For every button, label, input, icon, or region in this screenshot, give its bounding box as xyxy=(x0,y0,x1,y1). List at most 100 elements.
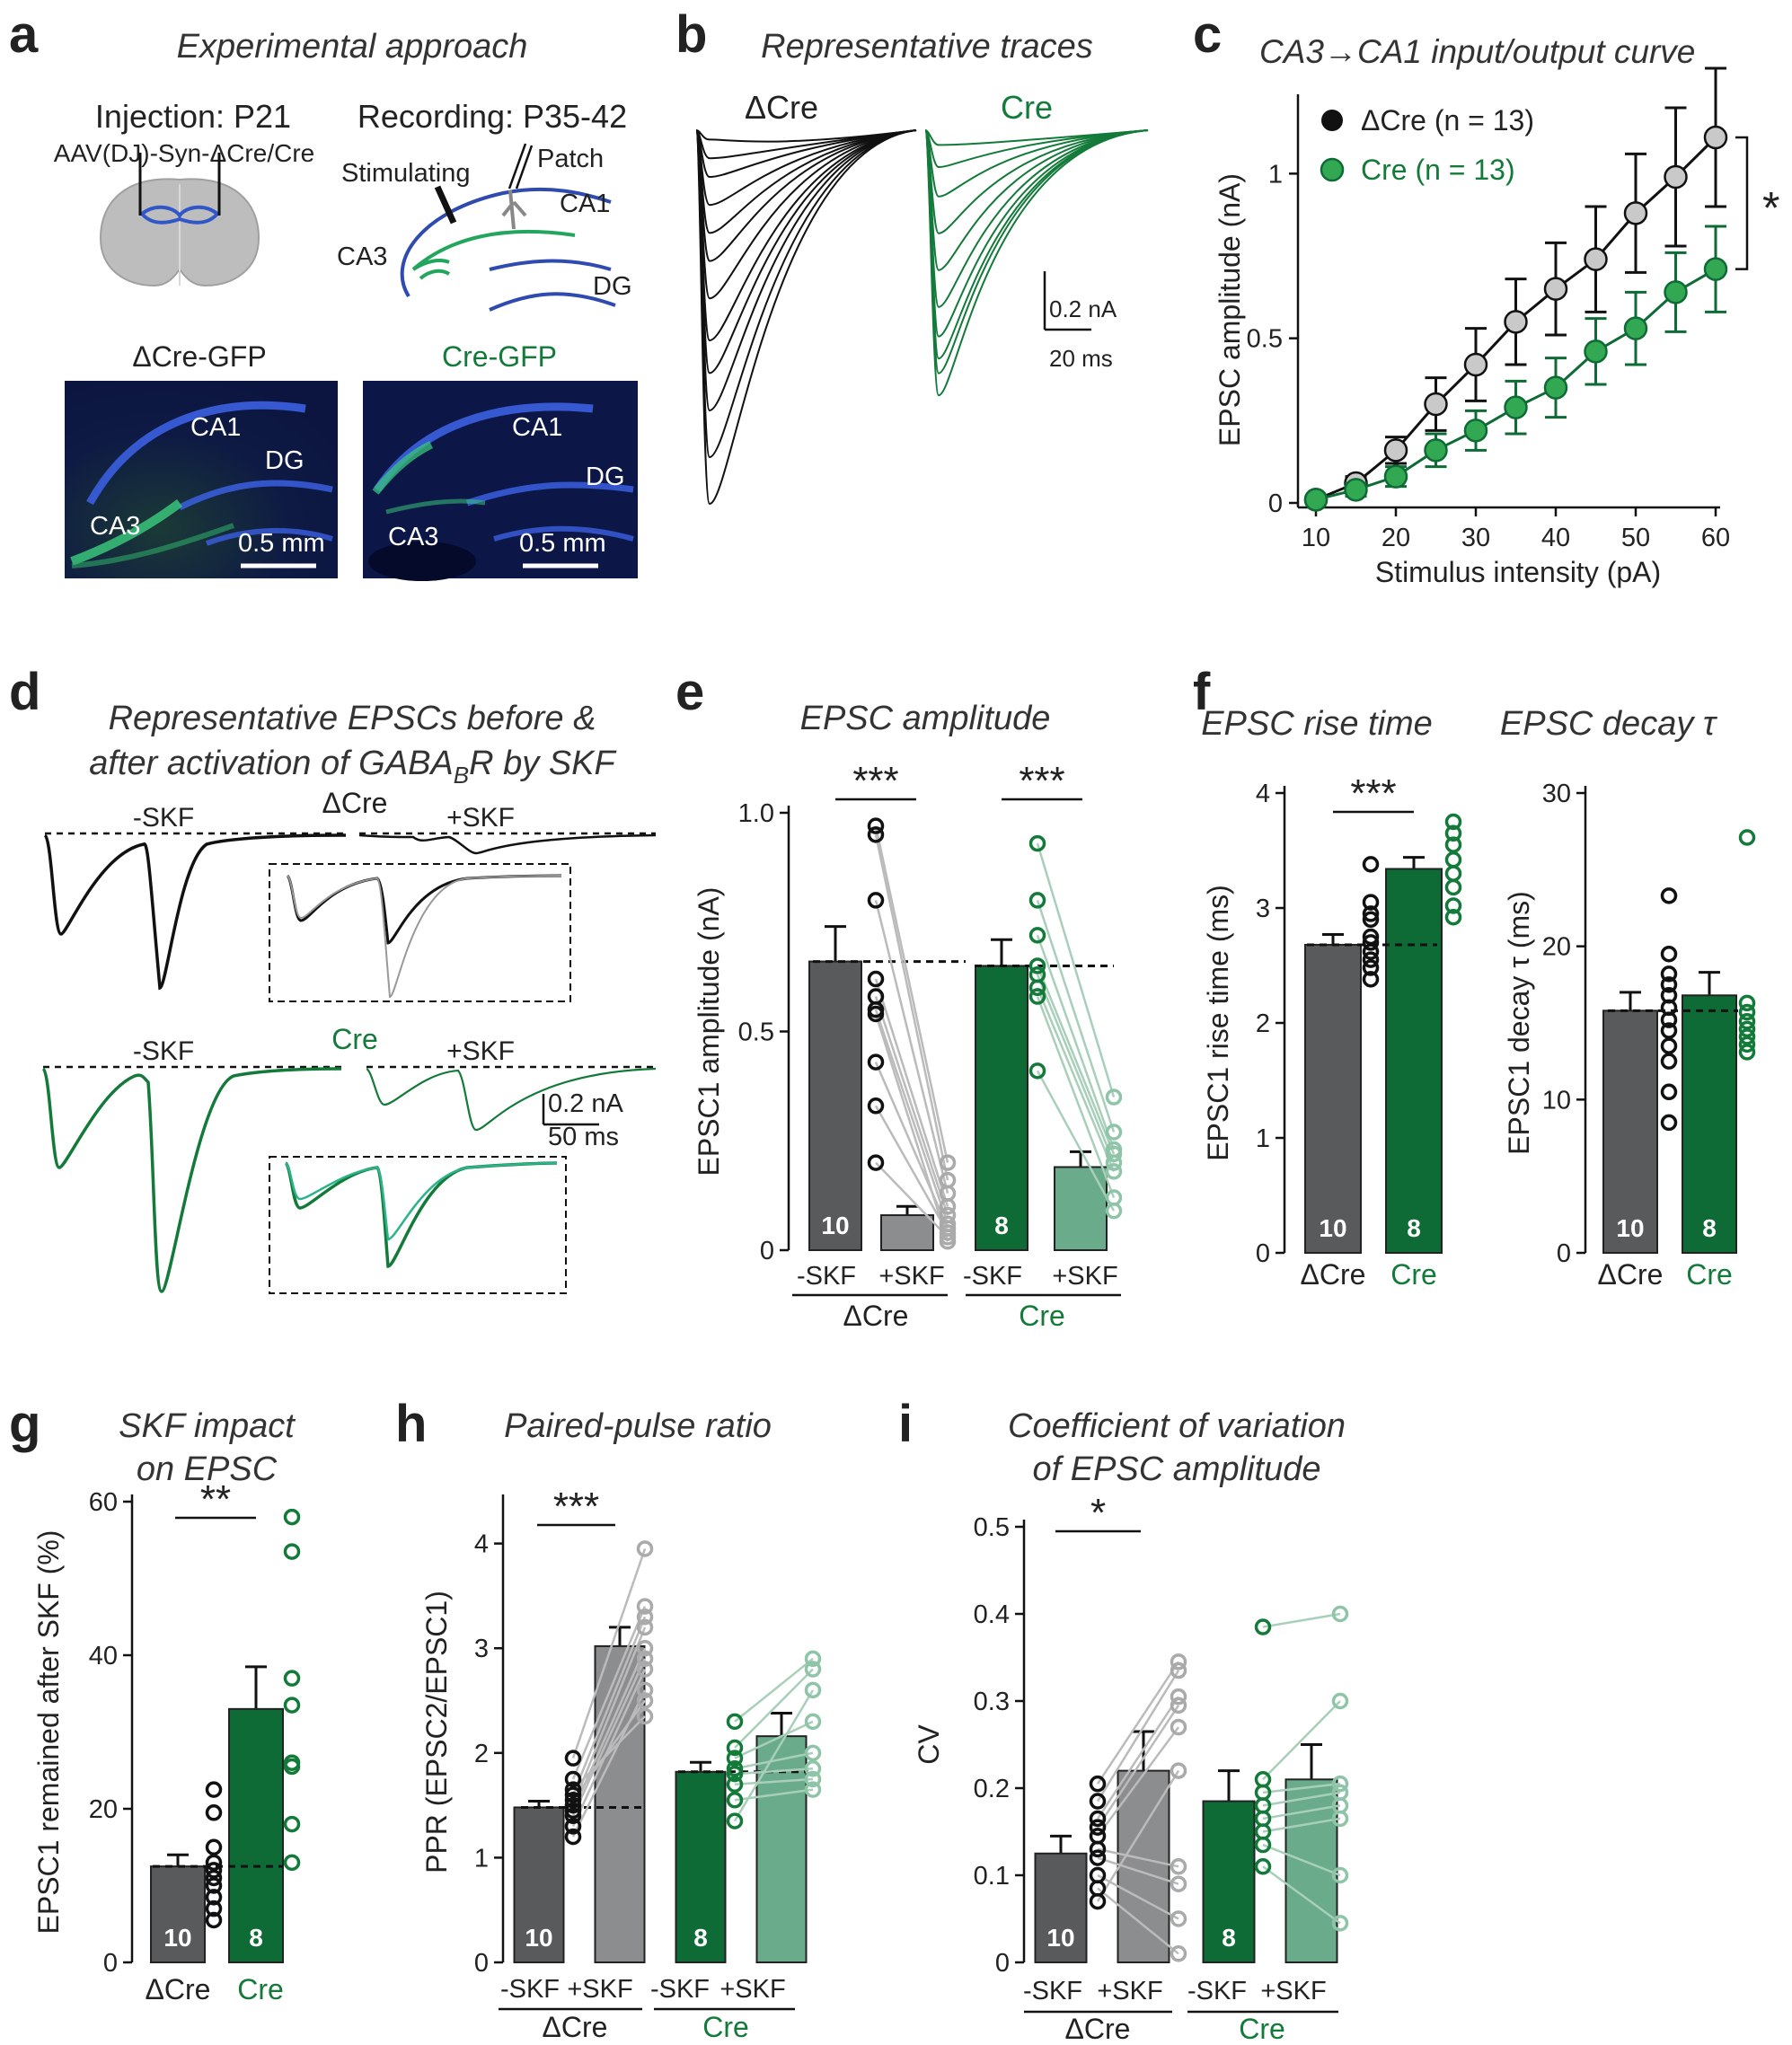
point-cre xyxy=(1738,1044,1756,1061)
point-dcre-post xyxy=(636,1540,654,1557)
trace-cre-9 xyxy=(924,129,1149,397)
n-label: 10 xyxy=(525,1924,552,1952)
point-cre-post xyxy=(804,1650,822,1668)
point-dcre-post xyxy=(636,1661,654,1678)
trace-dcre-11 xyxy=(695,129,917,506)
point-cre-pre xyxy=(1028,979,1046,997)
bar-0 xyxy=(1034,1852,1088,1963)
x-tick-label: +SKF xyxy=(1052,1262,1117,1291)
point-dcre-post xyxy=(636,1650,654,1668)
point-cre-pre xyxy=(1254,1618,1272,1635)
panel-e-title: EPSC amplitude xyxy=(800,700,1051,737)
panel-d-title-1: Representative EPSCs before & xyxy=(109,700,596,737)
point-cre xyxy=(1444,878,1462,896)
significance-mark: * xyxy=(1090,1491,1106,1535)
point-cre-pre xyxy=(1254,1836,1272,1854)
point-dcre-pre xyxy=(564,1792,582,1809)
y-tick-label: 0 xyxy=(995,1949,1010,1978)
point-dcre-pre xyxy=(564,1807,582,1825)
y-tick-label: 0 xyxy=(1557,1239,1571,1268)
x-tick-label: 10 xyxy=(1302,524,1330,552)
n-label: 8 xyxy=(1407,1214,1421,1242)
paired-line xyxy=(1096,1769,1180,1902)
point-dcre-post xyxy=(1170,1688,1187,1706)
group-label-cre: Cre xyxy=(1019,1300,1065,1332)
paired-line xyxy=(1036,974,1116,1164)
trace-dcre-1 xyxy=(695,129,917,160)
d-dcre-label: ΔCre xyxy=(322,787,388,819)
bar-2 xyxy=(1202,1800,1256,1964)
paired-line xyxy=(1262,1791,1341,1807)
point-dcre-post xyxy=(1170,1653,1187,1670)
d-cre-label: Cre xyxy=(331,1023,378,1055)
paired-line xyxy=(734,1720,814,1759)
panel-f1-title: EPSC rise time xyxy=(1201,705,1433,743)
trace-cre-4 xyxy=(924,129,1149,271)
img-right-ca3: CA3 xyxy=(388,523,438,551)
point-dcre-pre xyxy=(1089,1819,1107,1836)
image-right-title: Cre-GFP xyxy=(442,340,557,373)
paired-line xyxy=(571,1616,647,1795)
trace-cre-1 xyxy=(924,129,1149,169)
point-dcre xyxy=(205,1900,223,1917)
paired-line xyxy=(1262,1843,1341,1877)
point-dcre-post xyxy=(939,1198,957,1215)
data-point-0 xyxy=(1543,277,1568,301)
d-dcre-plus-skf: +SKF xyxy=(446,803,515,833)
x-tick-label: -SKF xyxy=(1023,1977,1082,2005)
hippocampus-schematic: Stimulating Patch CA1 CA3 DG xyxy=(337,143,632,312)
point-dcre xyxy=(205,1911,223,1929)
y-axis-label: EPSC1 remained after SKF (%) xyxy=(32,1530,65,1935)
point-dcre xyxy=(205,1854,223,1872)
point-cre xyxy=(283,1758,301,1776)
paired-line xyxy=(1036,996,1116,1199)
point-cre-pre xyxy=(1028,957,1046,974)
point-dcre-post xyxy=(1170,1718,1187,1736)
group-label-dcre: ΔCre xyxy=(543,2011,608,2043)
ca1-label: CA1 xyxy=(560,190,610,218)
panel-g: g SKF impact on EPSC 0 20 40 60 EPSC1 remain… xyxy=(9,1395,301,2005)
paired-line xyxy=(1096,1696,1180,1820)
paired-line xyxy=(1262,1804,1341,1820)
y-tick-label: 0.2 xyxy=(974,1775,1010,1803)
point-dcre xyxy=(1660,1083,1678,1101)
point-dcre-pre xyxy=(564,1750,582,1767)
significance-mark: *** xyxy=(852,759,898,803)
stimulating-label: Stimulating xyxy=(341,159,470,188)
epsc-cre-plus xyxy=(366,1067,657,1132)
img-right-ca1: CA1 xyxy=(512,413,562,442)
bar-0 xyxy=(150,1865,206,1963)
point-dcre xyxy=(1362,971,1380,988)
point-dcre-pre xyxy=(564,1818,582,1835)
y-tick-label: 0.1 xyxy=(974,1862,1010,1891)
paired-line xyxy=(1097,1887,1179,1955)
point-dcre-pre xyxy=(867,1097,885,1115)
data-point-1 xyxy=(1424,438,1448,463)
panel-letter-b: b xyxy=(675,5,707,64)
point-cre xyxy=(1444,897,1462,914)
traces-dcre-label: ΔCre xyxy=(745,89,818,126)
x-tick-label: 40 xyxy=(1541,524,1570,552)
point-cre-post xyxy=(804,1781,822,1798)
point-dcre-post xyxy=(1170,1762,1187,1779)
panel-g-title-1: SKF impact xyxy=(119,1407,296,1445)
point-dcre-post xyxy=(636,1618,654,1636)
significance-mark: * xyxy=(1762,182,1779,233)
d-dcre-minus-skf: -SKF xyxy=(133,803,194,833)
paired-line xyxy=(734,1777,814,1786)
point-cre xyxy=(283,1854,301,1872)
significance-mark: ** xyxy=(200,1477,231,1521)
data-point-1 xyxy=(1584,339,1608,364)
chart-rise-time: 0 1 2 3 4 EPSC1 rise time (ms) 10 8 *** ΔCre Cre xyxy=(1202,771,1462,1291)
d-cre-minus-skf: -SKF xyxy=(133,1036,194,1066)
y-tick-label: 0.5 xyxy=(738,1018,774,1047)
panel-d: d Representative EPSCs before & after ac… xyxy=(9,663,657,1294)
brain-schematic xyxy=(99,153,260,287)
traces-dcre xyxy=(695,129,917,506)
paired-line xyxy=(1096,1726,1180,1838)
chart-epsc-amplitude: 0 0.5 1.0 EPSC1 amplitude (nA) 10 8 *** *** -SKF… xyxy=(693,759,1123,1332)
point-cre-pre xyxy=(726,1765,744,1783)
data-point-1 xyxy=(1383,464,1408,489)
inset-dcre-plus xyxy=(287,875,562,999)
